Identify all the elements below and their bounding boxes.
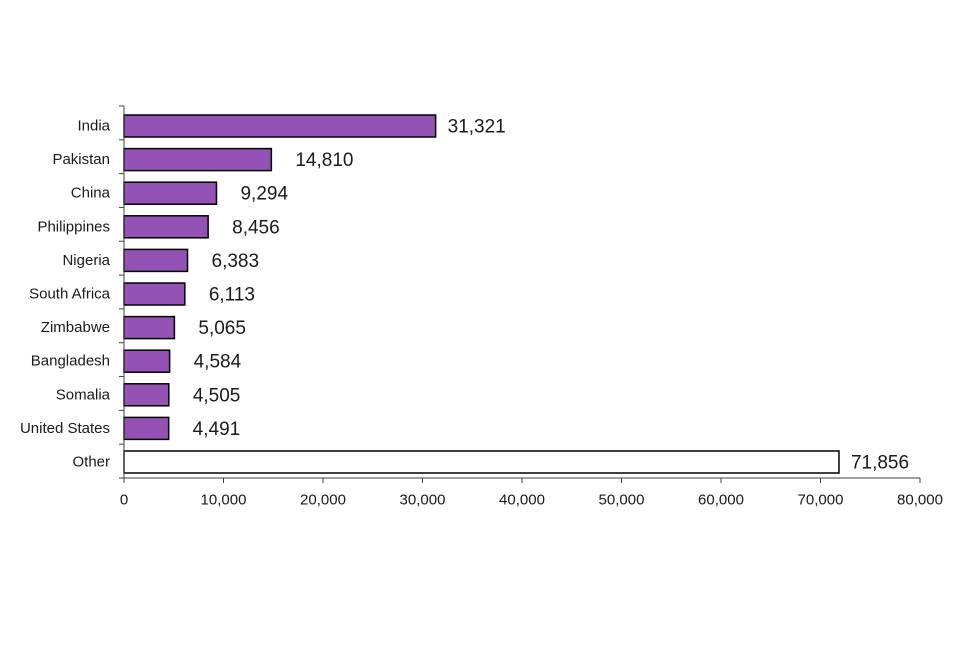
x-tick-label: 20,000 [300,492,346,509]
axes-layer [119,105,921,483]
bar-zimbabwe [123,315,176,340]
bar-china [123,181,218,205]
category-label-zimbabwe: Zimbabwe [41,319,110,336]
bar-united-states [123,416,170,441]
x-tick-label: 30,000 [400,492,446,509]
data-label-united-states: 4,491 [193,419,241,440]
bar-other [123,450,840,474]
category-label-india: India [77,118,110,135]
bar-bangladesh [123,349,171,373]
category-label-united-states: United States [20,420,110,437]
category-label-philippines: Philippines [37,218,110,235]
x-tick-label: 60,000 [698,492,744,509]
category-label-somalia: Somalia [56,386,111,403]
category-label-other: Other [72,454,110,471]
data-label-somalia: 4,505 [193,385,241,406]
x-tick-label: 10,000 [201,492,247,509]
bar-pakistan [123,147,273,172]
category-label-nigeria: Nigeria [62,252,110,269]
x-tick-label: 40,000 [499,492,545,509]
data-label-zimbabwe: 5,065 [198,318,246,339]
category-label-pakistan: Pakistan [52,151,110,168]
data-label-bangladesh: 4,584 [194,352,242,373]
labels-layer: India 31,321 Pakistan 14,810 China 9,294 Phili… [20,117,943,509]
data-label-south-africa: 6,113 [209,285,255,306]
category-label-south-africa: South Africa [29,286,111,303]
data-label-nigeria: 6,383 [212,251,260,272]
data-label-philippines: 8,456 [232,217,280,238]
x-tick-label: 80,000 [897,492,943,509]
data-label-other: 71,856 [851,453,909,474]
category-label-bangladesh: Bangladesh [31,353,110,370]
category-label-china: China [71,185,111,202]
bar-nigeria [123,248,189,273]
x-tick-label: 50,000 [599,492,645,509]
data-label-india: 31,321 [448,117,506,138]
bar-philippines [123,215,209,239]
data-label-china: 9,294 [240,184,288,205]
data-label-pakistan: 14,810 [295,150,353,171]
bar-south-africa [123,282,186,306]
bar-india [123,114,437,138]
x-tick-label: 0 [120,492,128,509]
x-tick-label: 70,000 [798,492,844,509]
bar-somalia [123,383,170,407]
